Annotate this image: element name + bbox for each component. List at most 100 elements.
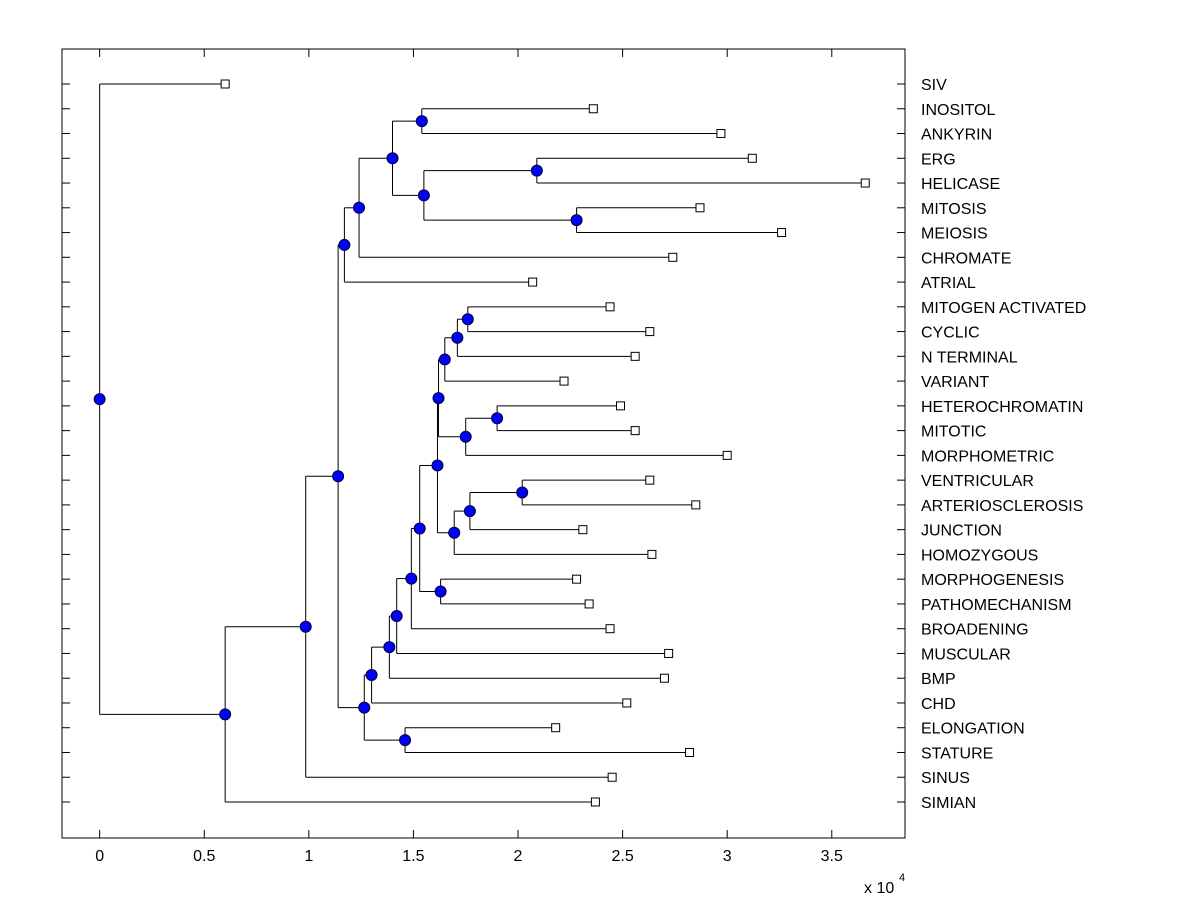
leaf-label: STATURE bbox=[921, 745, 993, 762]
x-multiplier-label: x 10 bbox=[864, 880, 894, 897]
leaf-marker bbox=[551, 723, 561, 733]
x-tick-label: 1.5 bbox=[402, 848, 424, 865]
x-tick-label: 2 bbox=[514, 848, 523, 865]
leaf-marker bbox=[622, 698, 632, 708]
internal-node-marker bbox=[434, 585, 447, 598]
leaf-label: MITOSIS bbox=[921, 201, 987, 218]
internal-node-marker bbox=[459, 430, 472, 443]
leaf-marker bbox=[607, 772, 617, 782]
leaf-marker bbox=[647, 549, 657, 559]
leaf-label: CHROMATE bbox=[921, 250, 1011, 267]
leaf-label: CYCLIC bbox=[921, 325, 980, 342]
x-multiplier: x 10 4 bbox=[864, 872, 905, 897]
internal-node-marker bbox=[299, 620, 312, 633]
leaf-label: MORPHOGENESIS bbox=[921, 572, 1064, 589]
leaf-marker bbox=[860, 178, 870, 188]
leaf-label: ERG bbox=[921, 151, 956, 168]
leaf-marker bbox=[528, 277, 538, 287]
leaf-label: MITOTIC bbox=[921, 424, 986, 441]
leaf-marker bbox=[664, 648, 674, 658]
leaf-marker bbox=[630, 426, 640, 436]
leaf-label: VARIANT bbox=[921, 374, 989, 391]
axes-box bbox=[61, 48, 906, 839]
leaf-label: VENTRICULAR bbox=[921, 473, 1034, 490]
leaf-marker bbox=[584, 599, 594, 609]
leaf-marker bbox=[616, 401, 626, 411]
internal-node-marker bbox=[358, 701, 371, 714]
leaf-marker bbox=[777, 228, 787, 238]
internal-node-marker bbox=[491, 412, 504, 425]
internal-node-marker bbox=[432, 392, 445, 405]
leaf-label: MORPHOMETRIC bbox=[921, 448, 1054, 465]
internal-node-marker bbox=[219, 708, 232, 721]
leaf-label: N TERMINAL bbox=[921, 349, 1018, 366]
x-tick-label: 3 bbox=[723, 848, 732, 865]
x-tick-label: 3.5 bbox=[821, 848, 843, 865]
leaf-label: MEIOSIS bbox=[921, 226, 988, 243]
internal-node-marker bbox=[461, 313, 474, 326]
x-tick-label: 1 bbox=[304, 848, 313, 865]
leaf-marker bbox=[695, 203, 705, 213]
internal-node-marker bbox=[399, 734, 412, 747]
internal-node-marker bbox=[383, 641, 396, 654]
x-tick-label: 0.5 bbox=[193, 848, 215, 865]
leaf-label: ELONGATION bbox=[921, 721, 1025, 738]
internal-node-marker bbox=[332, 470, 345, 483]
x-tick-label: 0 bbox=[95, 848, 104, 865]
leaf-marker bbox=[668, 252, 678, 262]
leaf-marker bbox=[630, 351, 640, 361]
leaf-marker bbox=[659, 673, 669, 683]
leaf-marker bbox=[559, 376, 569, 386]
internal-node-marker bbox=[451, 331, 464, 344]
leaf-marker bbox=[605, 302, 615, 312]
internal-node-marker bbox=[93, 393, 106, 406]
leaf-label: BROADENING bbox=[921, 622, 1029, 639]
leaf-marker bbox=[716, 129, 726, 139]
leaf-marker bbox=[572, 574, 582, 584]
leaf-label: HELICASE bbox=[921, 176, 1000, 193]
leaf-marker bbox=[645, 475, 655, 485]
x-axis-ticks: 0 0.5 1 1.5 2 2.5 3 3.5 bbox=[95, 49, 843, 865]
internal-node-marker bbox=[390, 610, 403, 623]
internal-node-marker bbox=[431, 459, 444, 472]
x-tick-label: 2.5 bbox=[611, 848, 633, 865]
leaf-label: HETEROCHROMATIN bbox=[921, 399, 1083, 416]
internal-node-marker bbox=[338, 238, 351, 251]
leaf-label: SIMIAN bbox=[921, 795, 976, 812]
leaf-label: JUNCTION bbox=[921, 523, 1002, 540]
leaf-marker bbox=[691, 500, 701, 510]
internal-node-marker bbox=[417, 189, 430, 202]
internal-node-marker bbox=[530, 164, 543, 177]
leaf-marker bbox=[722, 450, 732, 460]
internal-node-marker bbox=[353, 201, 366, 214]
leaf-label: ANKYRIN bbox=[921, 127, 992, 144]
leaf-label: SIV bbox=[921, 77, 947, 94]
internal-node-marker bbox=[365, 669, 378, 682]
edges-layer bbox=[99, 83, 866, 803]
y-axis-ticks bbox=[62, 83, 905, 803]
internal-node-marker bbox=[438, 353, 451, 366]
internal-node-marker bbox=[570, 214, 583, 227]
leaf-label: PATHOMECHANISM bbox=[921, 597, 1072, 614]
leaf-label: MITOGEN ACTIVATED bbox=[921, 300, 1086, 317]
leaf-marker bbox=[578, 525, 588, 535]
leaves-layer bbox=[220, 79, 870, 807]
nodes-layer bbox=[93, 115, 583, 747]
leaf-label: HOMOZYGOUS bbox=[921, 547, 1038, 564]
leaf-label: ARTERIOSCLEROSIS bbox=[921, 498, 1083, 515]
internal-node-marker bbox=[415, 115, 428, 128]
leaf-labels: SIV INOSITOL ANKYRIN ERG HELICASE MITOSIS MEIO… bbox=[921, 77, 1086, 812]
x-multiplier-exponent: 4 bbox=[899, 872, 905, 884]
internal-node-marker bbox=[413, 522, 426, 535]
internal-node-marker bbox=[463, 505, 476, 518]
internal-node-marker bbox=[405, 572, 418, 585]
leaf-label: SINUS bbox=[921, 770, 970, 787]
axes bbox=[61, 48, 906, 839]
leaf-marker bbox=[590, 797, 600, 807]
leaf-label: BMP bbox=[921, 671, 956, 688]
leaf-marker bbox=[747, 153, 757, 163]
leaf-label: ATRIAL bbox=[921, 275, 976, 292]
leaf-marker bbox=[588, 104, 598, 114]
internal-node-marker bbox=[448, 526, 461, 539]
